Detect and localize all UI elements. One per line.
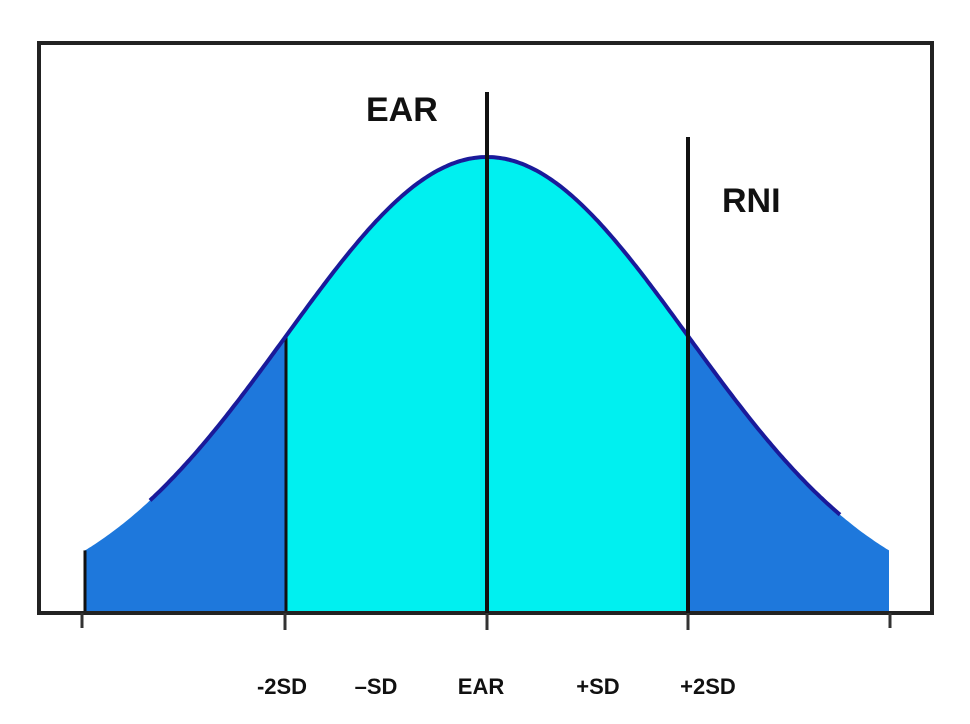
x-label: +2SD <box>680 674 736 699</box>
x-label: –SD <box>355 674 398 699</box>
x-label: +SD <box>576 674 619 699</box>
axis-ticks <box>80 613 892 630</box>
ear-annotation: EAR <box>366 91 438 129</box>
normal-curve <box>148 155 842 517</box>
rni-annotation: RNI <box>722 182 781 220</box>
x-label: EAR <box>458 674 505 699</box>
x-label: -2SD <box>257 674 307 699</box>
